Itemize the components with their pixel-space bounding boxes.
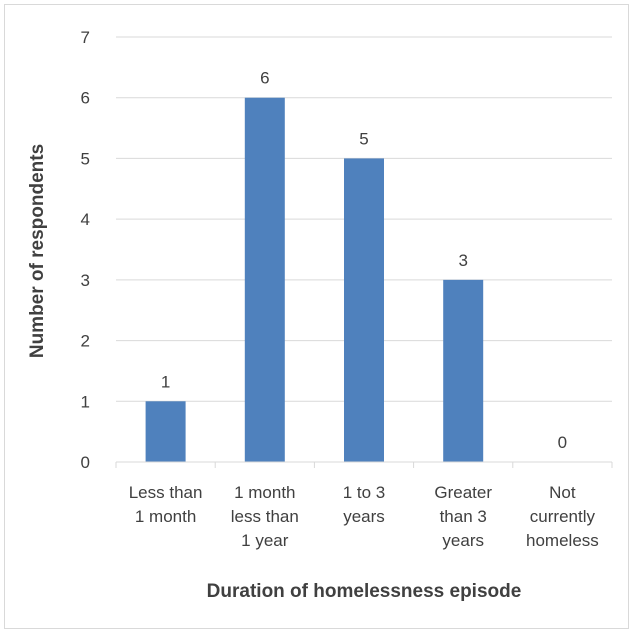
- x-tick-label-line: 1 month: [135, 507, 196, 526]
- chart-frame: 0 1 2 3 4 5 6 7 Less than 1 month 1 month less tha…: [4, 4, 629, 629]
- bar: [344, 158, 384, 462]
- x-tick-label-line: less than: [231, 507, 299, 526]
- y-tick-label: 0: [81, 453, 90, 472]
- x-tick-label: 1 month less than 1 year: [231, 483, 299, 550]
- x-tick-label-line: Not: [549, 483, 576, 502]
- x-tick-label-line: Greater: [434, 483, 492, 502]
- y-tick-label: 7: [81, 28, 90, 47]
- y-tick-label: 3: [81, 271, 90, 290]
- y-tick-label: 6: [81, 89, 90, 108]
- x-tick-label-line: 1 month: [234, 483, 295, 502]
- x-axis: [115, 461, 613, 468]
- y-tick-label: 1: [81, 392, 90, 411]
- bar-chart: 0 1 2 3 4 5 6 7 Less than 1 month 1 month less tha…: [27, 28, 613, 602]
- data-label: 0: [558, 433, 567, 452]
- data-label: 5: [359, 129, 368, 148]
- data-label: 6: [260, 69, 269, 88]
- y-tick-label: 4: [81, 210, 90, 229]
- x-tick-label-line: 1 year: [241, 531, 289, 550]
- data-labels: 1 6 5 3 0: [161, 69, 567, 452]
- x-tick-label-line: currently: [530, 507, 596, 526]
- bar: [145, 401, 186, 462]
- y-axis-ticks: 0 1 2 3 4 5 6 7: [81, 28, 90, 472]
- x-tick-label: Not currently homeless: [526, 483, 599, 550]
- x-tick-label-line: than 3: [440, 507, 487, 526]
- x-tick-label-line: years: [442, 531, 484, 550]
- x-tick-label: Less than 1 month: [129, 483, 203, 526]
- y-tick-label: 5: [81, 149, 90, 168]
- x-axis-title: Duration of homelessness episode: [207, 581, 522, 602]
- bar: [443, 279, 484, 462]
- data-label: 3: [458, 251, 467, 270]
- x-tick-label-line: years: [343, 507, 385, 526]
- y-axis-title: Number of respondents: [27, 144, 48, 358]
- x-tick-label: 1 to 3 years: [343, 483, 386, 526]
- x-tick-label-line: Less than: [129, 483, 203, 502]
- y-tick-label: 2: [81, 332, 90, 351]
- x-tick-label: Greater than 3 years: [434, 483, 492, 550]
- bar: [244, 97, 285, 462]
- data-label: 1: [161, 372, 170, 391]
- bars: [145, 97, 484, 462]
- x-tick-label-line: 1 to 3: [343, 483, 386, 502]
- x-tick-label-line: homeless: [526, 531, 599, 550]
